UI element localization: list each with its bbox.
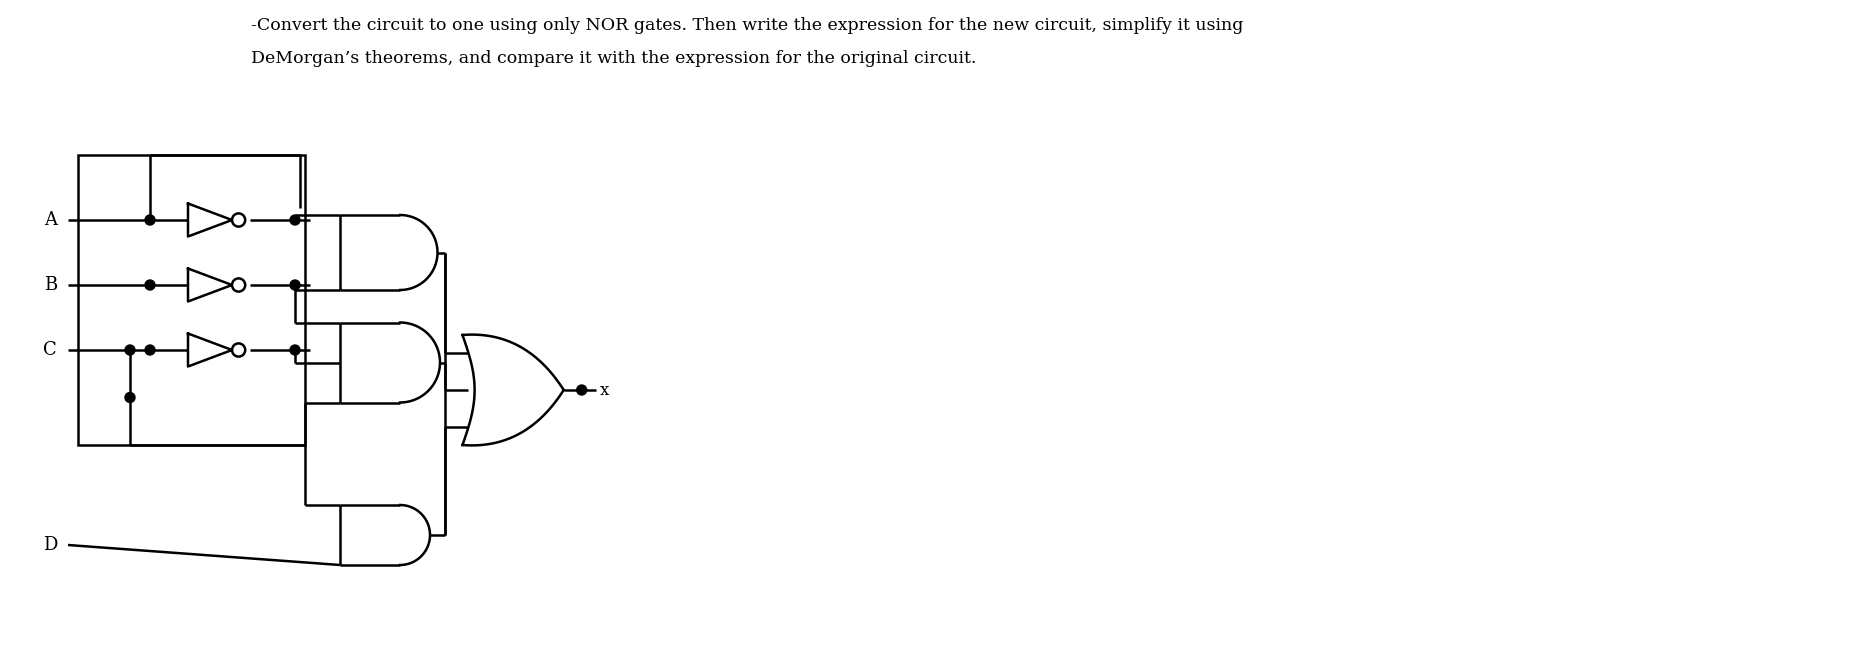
Text: C: C — [43, 341, 58, 359]
Ellipse shape — [125, 345, 136, 355]
Text: x: x — [599, 382, 609, 399]
Ellipse shape — [290, 215, 300, 225]
Text: A: A — [45, 211, 58, 229]
Ellipse shape — [125, 393, 136, 403]
Text: B: B — [45, 276, 58, 294]
Ellipse shape — [577, 385, 586, 395]
Ellipse shape — [290, 280, 300, 290]
Bar — [78, 155, 305, 445]
Text: DeMorgan’s theorems, and compare it with the expression for the original circuit: DeMorgan’s theorems, and compare it with… — [251, 50, 977, 67]
Ellipse shape — [145, 215, 154, 225]
Ellipse shape — [145, 345, 154, 355]
Ellipse shape — [290, 345, 300, 355]
Text: D: D — [43, 536, 58, 554]
Ellipse shape — [145, 280, 154, 290]
Text: -Convert the circuit to one using only NOR gates. Then write the expression for : -Convert the circuit to one using only N… — [251, 17, 1243, 34]
